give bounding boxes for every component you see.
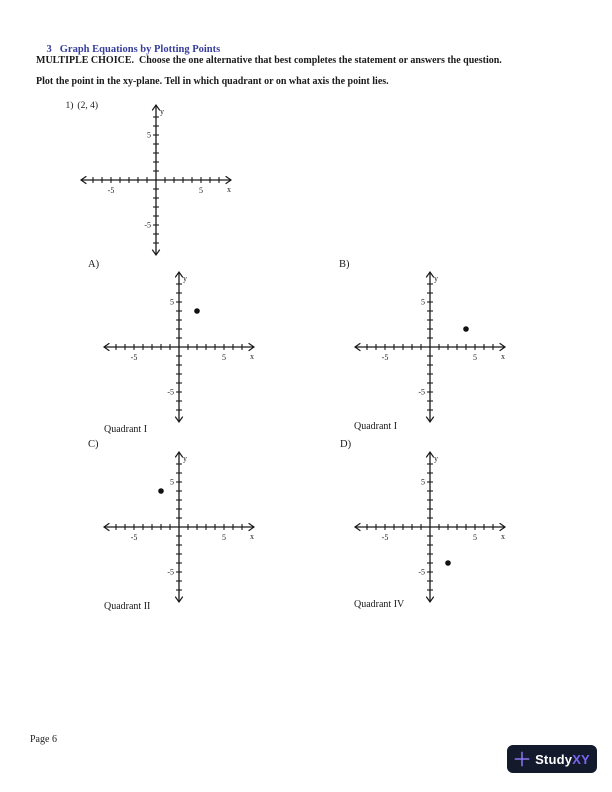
option-label-d: D) <box>340 439 352 450</box>
section-title: Graph Equations by Plotting Points <box>59 44 221 55</box>
option-a-answer: Quadrant I <box>104 424 148 435</box>
question-1: 1) (2, 4) <box>56 91 99 121</box>
svg-text:-5: -5 <box>144 221 151 230</box>
svg-text:x: x <box>250 352 254 361</box>
svg-text:-5: -5 <box>418 388 425 397</box>
coordinate-grid-question: -5 -5 5 5 x y <box>72 96 240 264</box>
svg-text:-5: -5 <box>131 533 138 542</box>
svg-text:-5: -5 <box>382 533 389 542</box>
question-point: (2, 4) <box>77 101 98 111</box>
svg-text:5: 5 <box>473 353 477 362</box>
svg-text:5: 5 <box>222 533 226 542</box>
coordinate-grid-option-b: -5 -5 5 5 x y <box>346 263 514 431</box>
brand-name: StudyXY <box>535 752 590 767</box>
multiple-choice-instructions: MULTIPLE CHOICE. Choose the one alternat… <box>36 55 502 66</box>
svg-text:5: 5 <box>147 131 151 140</box>
svg-text:5: 5 <box>199 186 203 195</box>
coordinate-plane-svg: -5 -5 5 5 x y <box>353 450 507 604</box>
coordinate-plane-svg: -5 -5 5 5 x y <box>353 270 507 424</box>
brand-name-primary: Study <box>535 751 573 767</box>
option-label-b: B) <box>339 259 350 270</box>
svg-text:5: 5 <box>170 298 174 307</box>
brand-name-accent: XY <box>572 751 590 767</box>
svg-text:x: x <box>227 185 231 194</box>
svg-text:x: x <box>250 532 254 541</box>
svg-text:5: 5 <box>473 533 477 542</box>
question-directions: Plot the point in the xy-plane. Tell in … <box>36 76 389 87</box>
svg-text:5: 5 <box>222 353 226 362</box>
svg-text:5: 5 <box>421 298 425 307</box>
svg-text:y: y <box>183 274 187 283</box>
svg-text:-5: -5 <box>382 353 389 362</box>
svg-text:y: y <box>160 107 164 116</box>
coordinate-grid-option-d: -5 -5 5 5 x y <box>346 443 514 611</box>
svg-text:-5: -5 <box>131 353 138 362</box>
svg-text:-5: -5 <box>418 568 425 577</box>
svg-text:x: x <box>501 352 505 361</box>
question-number: 1) <box>65 101 74 111</box>
coordinate-grid-option-a: -5 -5 5 5 x y <box>95 263 263 431</box>
svg-text:-5: -5 <box>108 186 115 195</box>
page-number: Page 6 <box>30 734 57 745</box>
section-heading: 3 Graph Equations by Plotting Points <box>36 33 221 66</box>
svg-text:-5: -5 <box>167 388 174 397</box>
option-b-answer: Quadrant I <box>354 421 398 432</box>
svg-text:5: 5 <box>421 478 425 487</box>
svg-text:y: y <box>434 274 438 283</box>
section-number: 3 <box>46 44 52 55</box>
svg-text:x: x <box>501 532 505 541</box>
coordinate-plane-svg: -5 -5 5 5 x y <box>102 270 256 424</box>
coordinate-plane-svg: -5 -5 5 5 x y <box>102 450 256 604</box>
svg-text:5: 5 <box>170 478 174 487</box>
svg-text:-5: -5 <box>167 568 174 577</box>
svg-text:y: y <box>183 454 187 463</box>
coordinate-grid-option-c: -5 -5 5 5 x y <box>95 443 263 611</box>
option-d-answer: Quadrant IV <box>354 599 405 610</box>
coordinate-plane-svg: -5 -5 5 5 x y <box>79 103 233 257</box>
option-label-c: C) <box>88 439 99 450</box>
plus-icon <box>514 751 530 767</box>
studyxy-logo-badge[interactable]: StudyXY <box>507 745 597 773</box>
svg-text:y: y <box>434 454 438 463</box>
option-c-answer: Quadrant II <box>104 601 151 612</box>
option-label-a: A) <box>88 259 100 270</box>
